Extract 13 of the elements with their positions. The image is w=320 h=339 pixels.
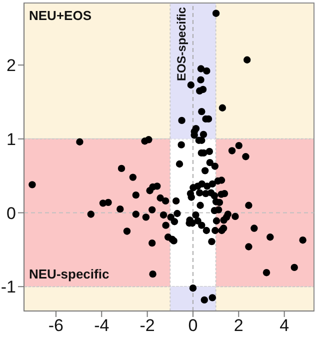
y-tick-label: 0 [6, 204, 16, 223]
y-tick-label: 1 [6, 130, 16, 149]
x-tick-label: 0 [188, 316, 198, 336]
band-label: EOS-specific [174, 6, 189, 82]
x-tick-label: -4 [94, 316, 110, 336]
x-tick-label: -6 [48, 316, 64, 336]
y-tick-label: 2 [6, 56, 16, 76]
x-tick-label: 2 [234, 316, 244, 336]
x-tick-label: -2 [140, 316, 155, 336]
y-tick-label: -1 [0, 278, 16, 297]
band-label: NEU-specific [29, 266, 110, 282]
x-tick-label: 4 [280, 316, 290, 336]
band-label: NEU+EOS [29, 8, 92, 23]
